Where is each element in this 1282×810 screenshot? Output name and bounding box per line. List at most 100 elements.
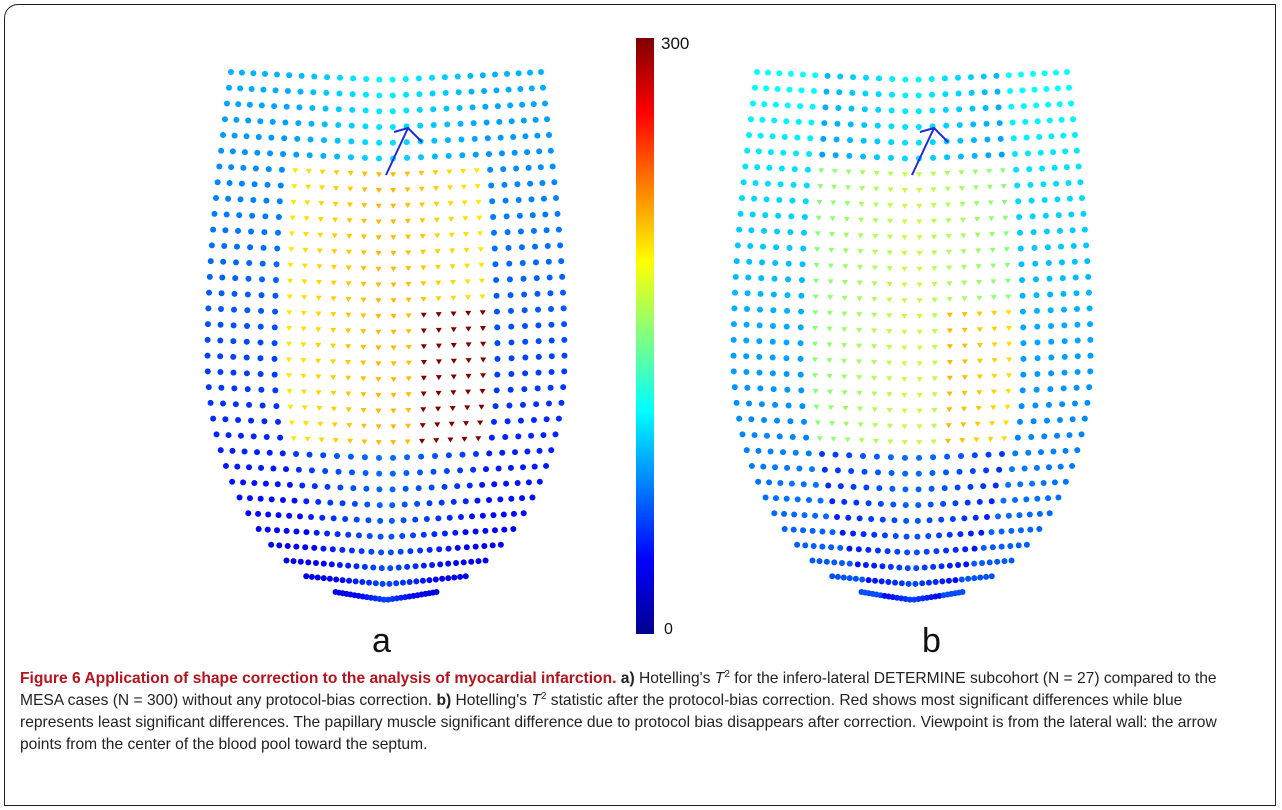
point-marker [930, 154, 937, 161]
point-marker [1023, 541, 1030, 548]
point-marker [535, 353, 542, 360]
point-marker [1043, 86, 1050, 93]
point-marker [312, 560, 319, 567]
point-marker [943, 547, 950, 554]
triangle-marker [871, 407, 878, 413]
point-marker [552, 431, 559, 438]
point-marker [506, 402, 513, 409]
point-marker [450, 498, 457, 505]
triangle-marker [946, 375, 953, 381]
triangle-marker [450, 311, 457, 317]
triangle-marker [360, 329, 367, 335]
point-marker [443, 468, 450, 475]
point-marker [846, 545, 853, 552]
triangle-marker [292, 168, 299, 174]
point-marker [459, 152, 466, 159]
point-marker [481, 543, 488, 550]
point-marker [534, 385, 541, 392]
triangle-marker [999, 168, 1006, 174]
point-marker [271, 324, 278, 331]
triangle-marker [886, 234, 893, 240]
triangle-marker [434, 422, 441, 428]
point-marker [239, 69, 246, 76]
point-marker [847, 121, 854, 128]
point-marker [417, 547, 424, 554]
point-marker [915, 502, 922, 509]
triangle-marker [1001, 199, 1008, 205]
point-marker [821, 466, 828, 473]
triangle-marker [285, 357, 292, 363]
triangle-marker [420, 297, 427, 303]
triangle-marker [475, 436, 482, 442]
point-marker [775, 212, 782, 219]
triangle-marker [1004, 262, 1011, 268]
triangle-marker [360, 344, 367, 350]
point-marker [494, 355, 501, 362]
point-marker [787, 229, 794, 236]
point-marker [264, 181, 271, 188]
point-marker [1063, 69, 1070, 75]
point-marker [945, 577, 952, 584]
point-marker [797, 103, 804, 110]
triangle-marker [435, 375, 442, 381]
panel-label-a: a [372, 622, 391, 660]
triangle-marker [465, 358, 472, 364]
point-marker [240, 479, 247, 486]
point-marker [874, 138, 881, 145]
point-marker [262, 480, 269, 487]
triangle-marker [991, 358, 998, 364]
point-marker [769, 323, 776, 330]
point-marker [429, 90, 436, 97]
point-marker [1010, 135, 1017, 142]
point-marker [205, 384, 212, 391]
point-marker [350, 75, 357, 82]
triangle-marker [827, 263, 834, 269]
point-marker [520, 117, 527, 124]
point-marker [462, 498, 469, 505]
caption-marker-b: b) [436, 692, 452, 709]
point-marker [210, 415, 217, 422]
triangle-marker [916, 377, 923, 383]
triangle-marker [405, 392, 412, 398]
triangle-marker [479, 310, 486, 316]
point-marker [539, 179, 546, 186]
triangle-marker [989, 421, 996, 427]
point-marker [798, 292, 805, 299]
point-marker [262, 213, 269, 220]
triangle-marker [303, 216, 310, 222]
triangle-marker [987, 200, 994, 206]
point-marker [204, 352, 211, 359]
point-marker [1030, 229, 1037, 236]
point-marker [347, 154, 354, 161]
point-marker [798, 277, 805, 284]
point-marker [1005, 72, 1012, 79]
point-marker [207, 399, 214, 406]
point-marker [1036, 510, 1043, 517]
triangle-marker [304, 436, 311, 442]
point-marker [459, 451, 466, 458]
point-marker [803, 182, 810, 189]
triangle-marker [931, 423, 938, 429]
triangle-marker [1001, 436, 1008, 442]
triangle-marker [390, 424, 397, 430]
triangle-marker [375, 345, 382, 351]
point-marker [971, 575, 978, 582]
point-marker [1071, 258, 1078, 265]
triangle-marker [390, 377, 397, 383]
triangle-marker [930, 203, 937, 209]
point-marker [519, 495, 526, 502]
point-marker [248, 86, 255, 93]
point-marker [535, 306, 542, 313]
point-marker [794, 541, 801, 548]
point-marker [544, 116, 551, 123]
point-marker [259, 276, 266, 283]
point-marker [1017, 527, 1024, 534]
point-marker [994, 558, 1001, 565]
point-marker [531, 463, 538, 470]
point-marker [1041, 70, 1048, 77]
triangle-marker [300, 373, 307, 379]
point-marker [387, 565, 394, 572]
point-marker [481, 87, 488, 94]
point-marker [363, 76, 370, 83]
point-marker [743, 306, 750, 313]
